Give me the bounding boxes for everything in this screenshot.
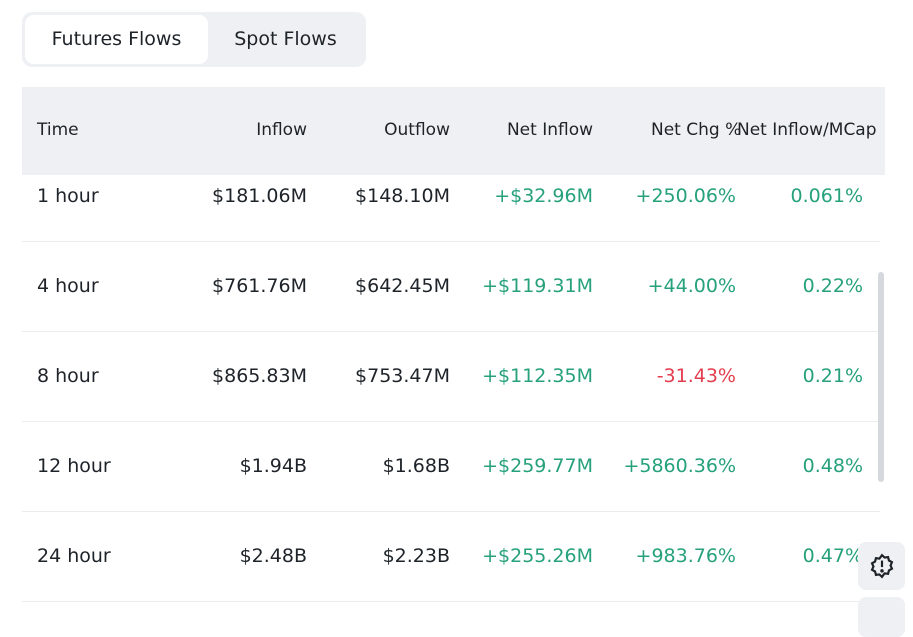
alert-badge-icon [870,553,893,579]
cell-net-inflow-mcap: 0.061% [790,185,863,207]
header-time: Time [37,120,79,140]
cell-inflow: $2.48B [239,545,307,567]
cell-inflow: $865.83M [212,365,307,387]
table-row: 8 hour $865.83M $753.47M +$112.35M -31.4… [22,331,880,422]
cell-time: 12 hour [37,455,111,477]
table-row: 1 hour $181.06M $148.10M +$32.96M +250.0… [22,151,880,242]
cell-outflow: $2.23B [382,545,450,567]
table-row: 12 hour $1.94B $1.68B +$259.77M +5860.36… [22,421,880,512]
table-row: 4 hour $761.76M $642.45M +$119.31M +44.0… [22,241,880,332]
cell-time: 1 hour [37,185,99,207]
table-row: 24 hour $2.48B $2.23B +$255.26M +983.76%… [22,511,880,602]
cell-time: 8 hour [37,365,99,387]
scrollbar[interactable] [878,272,884,482]
cell-outflow: $642.45M [355,275,450,297]
cell-net-chg: +44.00% [647,275,736,297]
cell-time: 24 hour [37,545,111,567]
cell-net-inflow-mcap: 0.22% [802,275,863,297]
cell-net-chg: +250.06% [635,185,736,207]
cell-inflow: $761.76M [212,275,307,297]
cell-net-inflow-mcap: 0.47% [802,545,863,567]
tab-spot-flows[interactable]: Spot Flows [234,28,337,50]
header-outflow: Outflow [384,120,450,140]
cell-outflow: $148.10M [355,185,450,207]
cell-net-chg: +983.76% [635,545,736,567]
cell-net-chg: -31.43% [656,365,736,387]
header-net-chg: Net Chg % [651,120,742,140]
cell-inflow: $181.06M [212,185,307,207]
cell-net-inflow-mcap: 0.21% [802,365,863,387]
feedback-button[interactable] [858,542,905,590]
table-header: Time Inflow Outflow Net Inflow Net Chg %… [22,87,885,175]
flow-type-tabs: Futures Flows Spot Flows [22,12,366,67]
header-net-inflow: Net Inflow [506,120,593,140]
cell-inflow: $1.94B [239,455,307,477]
cell-net-inflow: +$112.35M [482,365,593,387]
cell-time: 4 hour [37,275,99,297]
cell-net-inflow: +$259.77M [482,455,593,477]
header-net-inflow-mcap: Net Inflow/MCap [737,120,877,140]
secondary-floating-button[interactable] [858,597,905,637]
cell-net-inflow: +$32.96M [494,185,593,207]
tab-futures-flows[interactable]: Futures Flows [25,15,208,64]
cell-net-chg: +5860.36% [623,455,736,477]
cell-outflow: $1.68B [382,455,450,477]
cell-net-inflow: +$255.26M [482,545,593,567]
cell-outflow: $753.47M [355,365,450,387]
header-inflow: Inflow [256,120,307,140]
cell-net-inflow: +$119.31M [482,275,593,297]
cell-net-inflow-mcap: 0.48% [802,455,863,477]
